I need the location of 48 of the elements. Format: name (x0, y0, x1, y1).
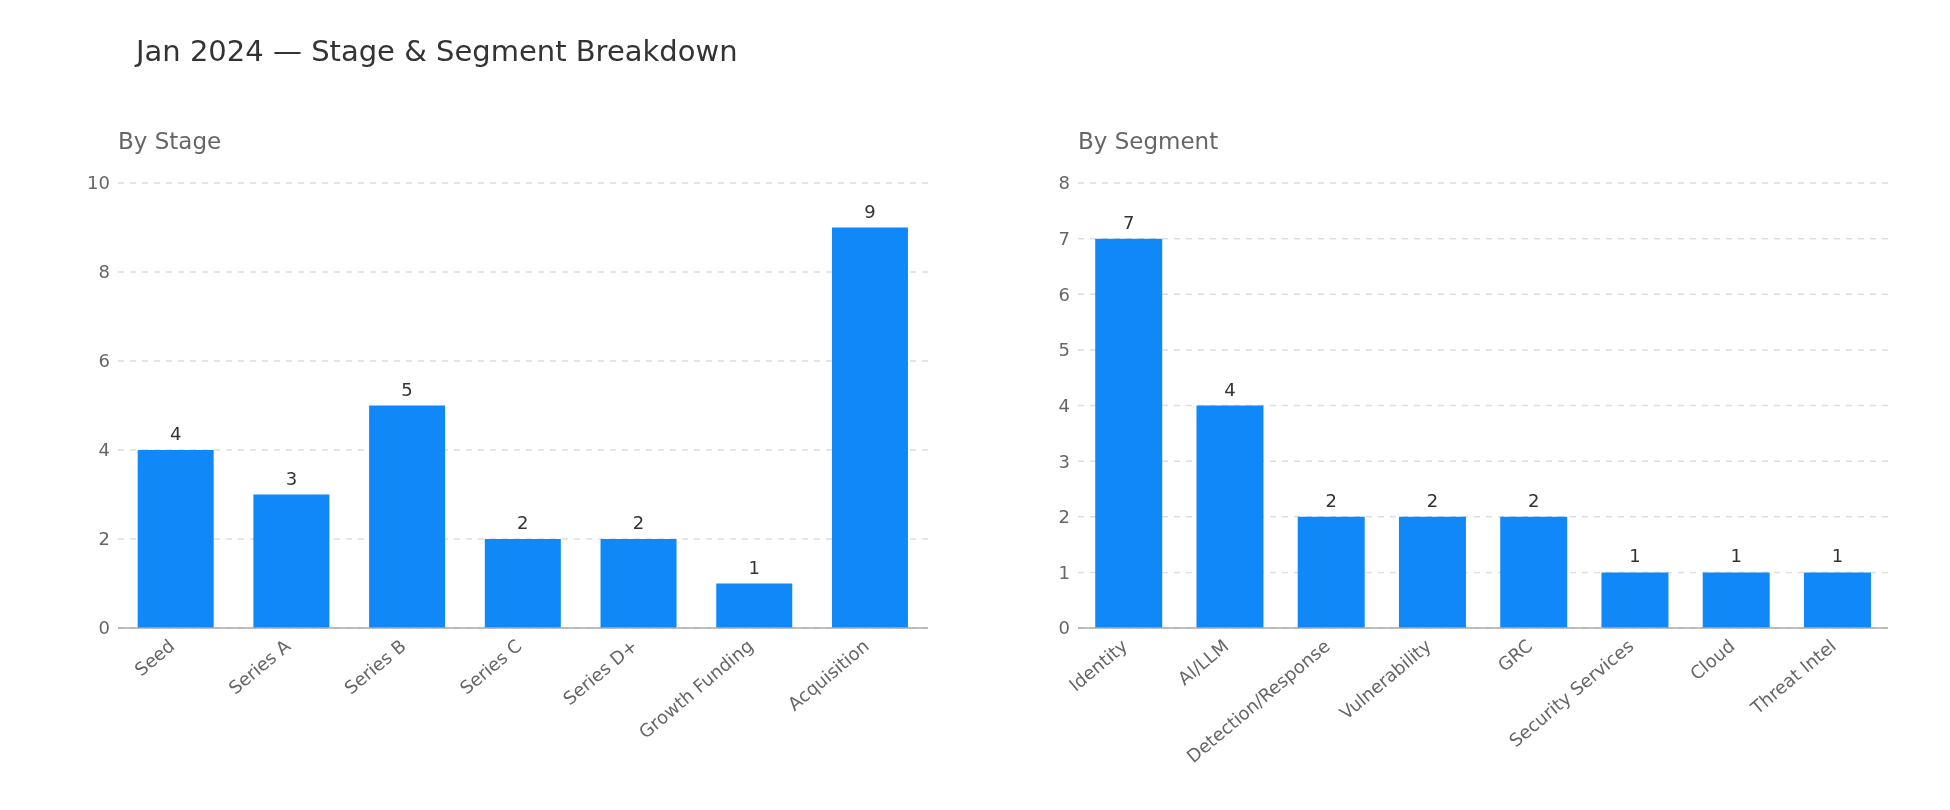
data-label: 1 (1730, 545, 1742, 567)
y-tick-label: 4 (1058, 394, 1070, 416)
y-tick-label: 4 (98, 439, 110, 461)
bar (1095, 238, 1163, 628)
y-tick-label: 0 (1058, 617, 1070, 639)
bar (716, 583, 793, 628)
y-tick-label: 5 (1058, 339, 1070, 361)
data-label: 5 (401, 378, 413, 400)
bar (1500, 516, 1568, 628)
data-label: 1 (748, 556, 760, 578)
bar (1601, 572, 1669, 628)
data-label: 3 (285, 467, 298, 489)
bar (831, 227, 908, 628)
y-tick-label: 7 (1058, 228, 1070, 250)
data-label: 2 (1426, 489, 1439, 511)
data-label: 2 (1325, 489, 1337, 511)
y-tick-label: 3 (1058, 450, 1070, 472)
bar (1398, 516, 1466, 628)
chart-subtitle: By Stage (118, 128, 222, 154)
bar (1196, 405, 1264, 628)
data-label: 4 (1224, 378, 1236, 400)
y-tick-label: 6 (1058, 283, 1070, 305)
y-tick-label: 2 (98, 528, 110, 550)
chart-subtitle: By Segment (1078, 128, 1219, 154)
bar (1803, 572, 1871, 628)
y-tick-label: 6 (98, 350, 110, 372)
bar (1702, 572, 1770, 628)
data-label: 2 (632, 512, 645, 533)
bar (484, 539, 561, 628)
data-label: 4 (169, 423, 182, 444)
data-label: 7 (1122, 211, 1135, 233)
y-tick-label: 0 (98, 617, 110, 639)
bar (1297, 516, 1365, 628)
y-tick-label: 2 (1058, 506, 1070, 528)
bar (253, 494, 330, 628)
bar (369, 405, 446, 628)
y-tick-label: 10 (87, 172, 110, 194)
chart-title: Jan 2024 — Stage & Segment Breakdown (136, 34, 738, 68)
data-label: 1 (1629, 545, 1641, 567)
data-label: 2 (1527, 489, 1540, 511)
y-tick-label: 8 (98, 261, 110, 283)
data-label: 9 (864, 200, 876, 222)
bar (137, 450, 214, 628)
y-tick-label: 1 (1058, 561, 1070, 583)
data-label: 1 (1831, 545, 1844, 567)
bar (600, 539, 677, 628)
y-tick-label: 8 (1058, 172, 1070, 194)
data-label: 2 (517, 512, 529, 533)
